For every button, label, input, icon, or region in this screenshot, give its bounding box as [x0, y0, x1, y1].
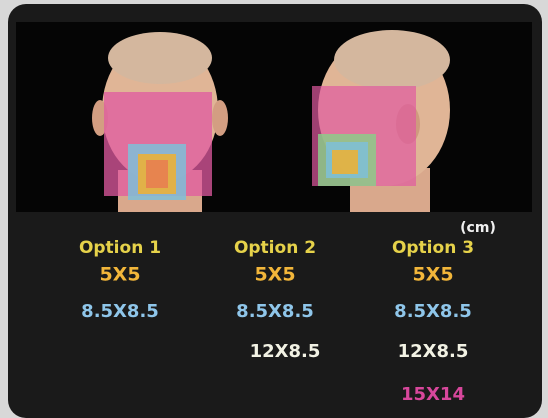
option-label: Option 3 [392, 238, 474, 258]
size-label: 8.5X8.5 [81, 301, 159, 322]
size-label: 8.5X8.5 [236, 301, 314, 322]
size-label: 12X8.5 [398, 341, 469, 362]
option-label: Option 1 [79, 238, 161, 258]
unit-label: (cm) [460, 220, 496, 236]
option-label: Option 2 [234, 238, 316, 258]
size-label: 12X8.5 [250, 341, 321, 362]
size-label: 5X5 [412, 264, 453, 286]
size-label: 5X5 [254, 264, 295, 286]
size-label: 8.5X8.5 [394, 301, 472, 322]
size-label: 15X14 [401, 384, 465, 405]
size-label: 5X5 [99, 264, 140, 286]
figure: (cm) Option 1 5X5 8.5X8.5 Option 2 5X5 8.5X8.… [0, 0, 548, 418]
front-head [92, 32, 228, 212]
